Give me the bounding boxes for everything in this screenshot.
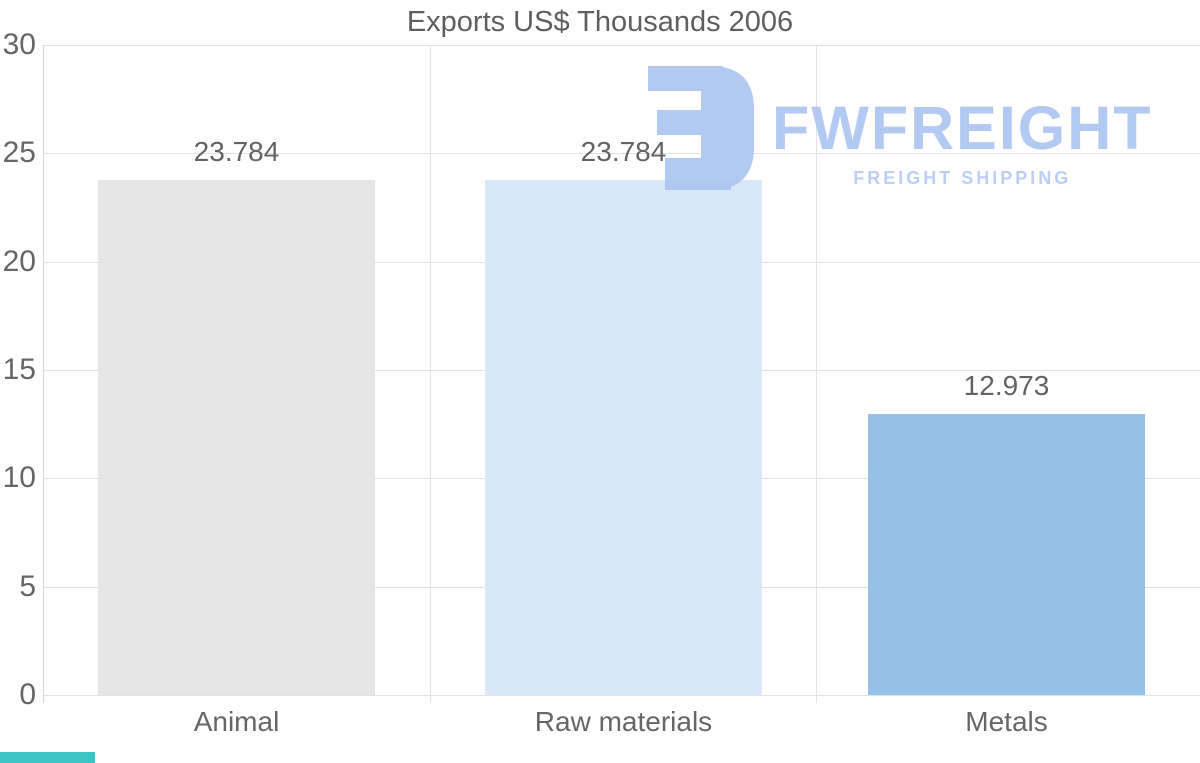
value-label-metals: 12.973 <box>963 369 1050 401</box>
gridline-y-25 <box>43 153 1200 155</box>
ytick-label-5: 5 <box>19 569 36 603</box>
watermark-logo: FWFREIGHT FREIGHT SHIPPING <box>646 66 1153 190</box>
bar-metals <box>868 413 1145 695</box>
ytick-label-30: 30 <box>2 28 36 61</box>
y-axis-line <box>43 45 44 703</box>
ytick-label-20: 20 <box>2 244 36 278</box>
chart-title: Exports US$ Thousands 2006 <box>406 6 794 38</box>
gridline-y-30 <box>43 45 1200 46</box>
xtick-label-raw-materials: Raw materials <box>534 706 713 737</box>
xtick-label-metals: Metals <box>965 706 1048 737</box>
ytick-label-15: 15 <box>2 353 36 386</box>
ytick-label-10: 10 <box>2 461 36 495</box>
value-label-raw-materials: 23.784 <box>580 135 667 167</box>
ytick-label-25: 25 <box>2 136 36 170</box>
bar-animal <box>98 179 375 695</box>
watermark-tagline-text: FREIGHT SHIPPING <box>853 168 1072 188</box>
watermark-text: FWFREIGHT FREIGHT SHIPPING <box>772 66 1153 189</box>
gridline-x-430 <box>430 45 431 703</box>
fwfreight-logo-icon <box>648 66 754 190</box>
gridline-x-816 <box>816 45 817 703</box>
bar-raw-materials <box>485 179 762 695</box>
ytick-label-0: 0 <box>19 678 36 711</box>
teal-accent-bar <box>0 752 95 763</box>
watermark-brand-text: FWFREIGHT <box>772 94 1153 162</box>
value-label-animal: 23.784 <box>193 135 280 167</box>
xtick-label-animal: Animal <box>193 706 280 737</box>
gridline-y-0 <box>43 695 1200 696</box>
